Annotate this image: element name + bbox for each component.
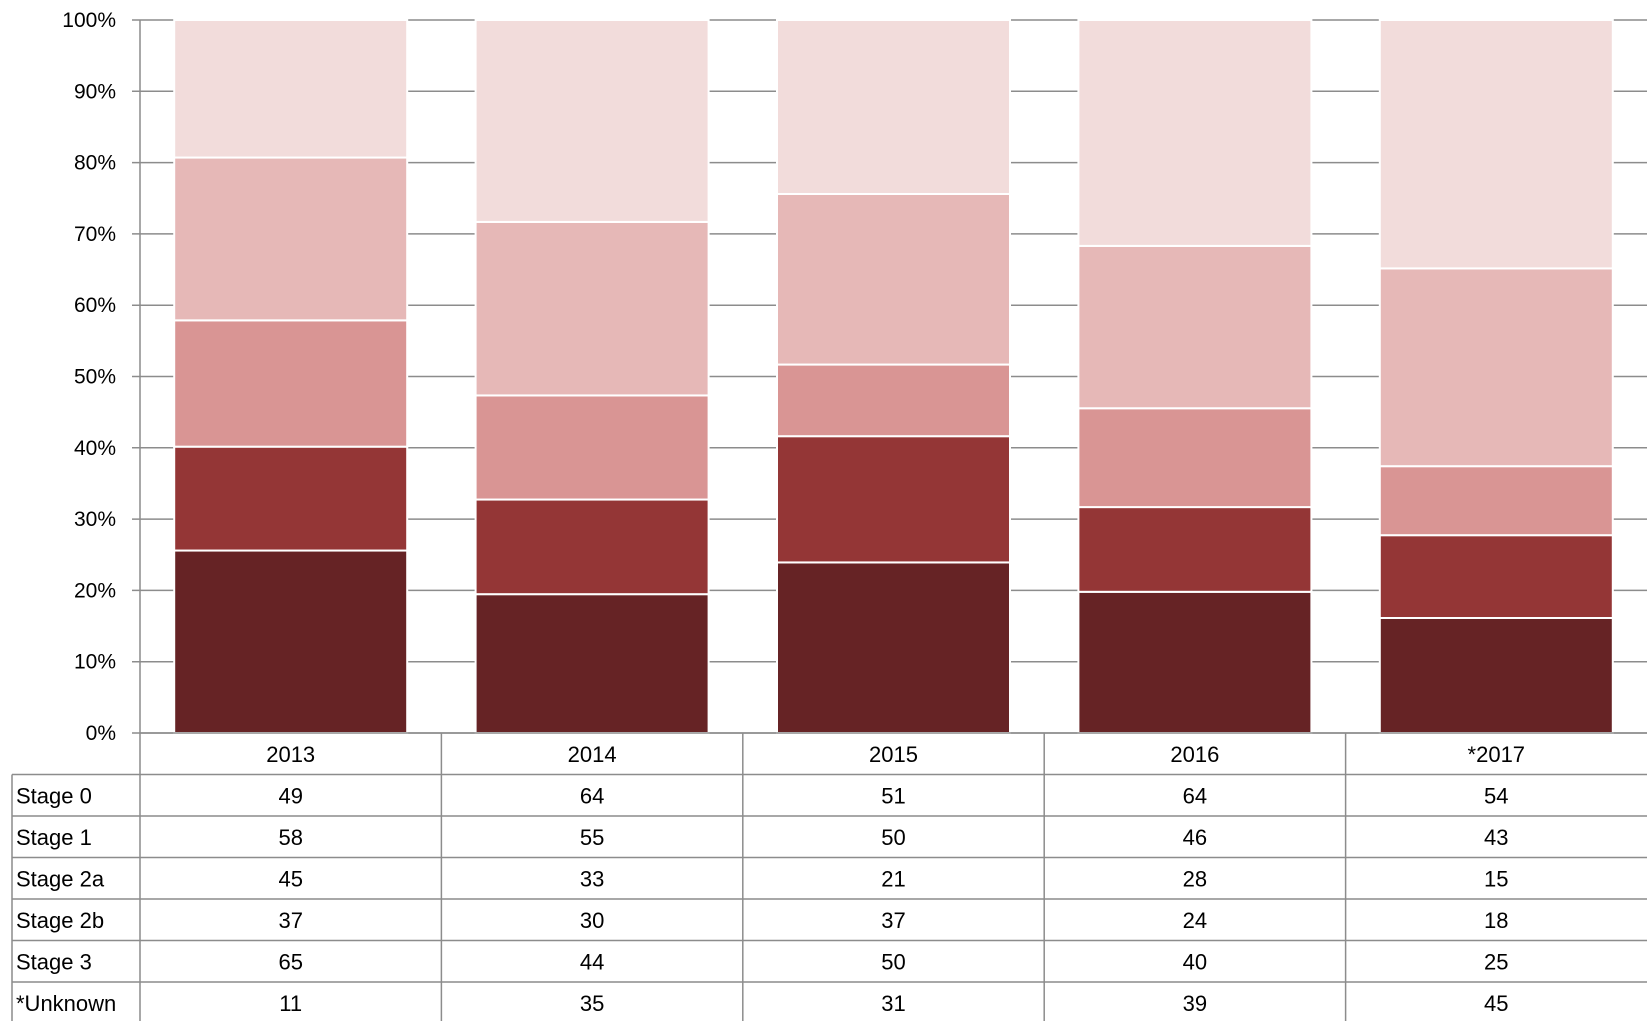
table-row-label: Stage 3 — [16, 949, 92, 974]
bar-segment — [1378, 617, 1614, 734]
table-cell: 37 — [881, 908, 905, 933]
table-cell: 43 — [1484, 825, 1508, 850]
table-cell: 54 — [1484, 783, 1508, 808]
table-cell: 64 — [1183, 783, 1207, 808]
bar-segment — [173, 19, 409, 159]
x-category-label: 2016 — [1170, 742, 1219, 767]
table-cell: 64 — [580, 783, 604, 808]
y-tick-label: 40% — [74, 437, 116, 460]
bar-segment — [474, 394, 710, 501]
y-tick-label: 100% — [62, 9, 116, 32]
bar-segment — [173, 445, 409, 552]
table-cell: 45 — [1484, 991, 1508, 1016]
table-row-label: Stage 1 — [16, 825, 92, 850]
table-cell: 65 — [278, 949, 302, 974]
table-cell: 33 — [580, 866, 604, 891]
table-cell: 55 — [580, 825, 604, 850]
table-cell: 49 — [278, 783, 302, 808]
bar-segment — [1378, 267, 1614, 468]
y-tick-label: 90% — [74, 80, 116, 103]
table-cell: 37 — [278, 908, 302, 933]
data-table: 2013 2014 2015 2016 *2017 Stage 0 49 64 51 64 54 St… — [11, 732, 1647, 1021]
y-tick-label: 50% — [74, 366, 116, 389]
table-cell: 50 — [881, 825, 905, 850]
table-cell: 51 — [881, 783, 905, 808]
table-cell: 46 — [1183, 825, 1207, 850]
bar-segment — [1378, 534, 1614, 620]
table-cell: 39 — [1183, 991, 1207, 1016]
bar-segment — [1077, 590, 1313, 735]
y-tick-label: 10% — [74, 651, 116, 674]
table-row-label: Stage 2a — [16, 866, 105, 891]
bar-segment — [474, 498, 710, 596]
table-row-label: Stage 2b — [16, 908, 104, 933]
table-cell: 50 — [881, 949, 905, 974]
bar-segment — [776, 561, 1011, 734]
table-cell: 58 — [278, 825, 302, 850]
bar-segment — [1378, 19, 1614, 270]
bar-segment — [1077, 506, 1313, 593]
table-cell: 35 — [580, 991, 604, 1016]
bar-segment — [776, 435, 1011, 564]
bar-segment — [1077, 407, 1313, 509]
y-tick-label: 20% — [74, 579, 116, 602]
bar-segment — [474, 19, 710, 223]
y-tick-label: 0% — [86, 722, 116, 745]
table-cell: 21 — [881, 866, 905, 891]
bar-segment — [1077, 19, 1313, 247]
table-cell: 24 — [1183, 908, 1207, 933]
y-axis: 0% 10% 20% 30% 40% 50% 60% 70% 80% 90% 100% — [62, 9, 141, 1021]
y-tick-label: 60% — [74, 294, 116, 317]
bar-segment — [173, 549, 409, 734]
x-category-label: 2014 — [568, 742, 617, 767]
x-category-label: *2017 — [1468, 742, 1526, 767]
bar-segment — [776, 19, 1011, 195]
table-cell: 25 — [1484, 949, 1508, 974]
bar-segment — [474, 220, 710, 397]
table-cell: 45 — [278, 866, 302, 891]
table-row-label: Stage 0 — [16, 783, 92, 808]
table-cell: 30 — [580, 908, 604, 933]
table-cell: 15 — [1484, 866, 1508, 891]
bar-segment — [1077, 244, 1313, 410]
table-cell: 18 — [1484, 908, 1508, 933]
y-tick-label: 30% — [74, 508, 116, 531]
x-category-label: 2015 — [869, 742, 918, 767]
table-cell: 11 — [279, 991, 302, 1016]
bar-segment — [173, 319, 409, 448]
bar-segment — [474, 593, 710, 735]
table-cell: 44 — [580, 949, 604, 974]
bar-segment — [173, 156, 409, 322]
table-cell: 31 — [881, 991, 905, 1016]
bar-segment — [776, 363, 1011, 438]
table-row-label: *Unknown — [16, 991, 116, 1016]
y-tick-label: 80% — [74, 152, 116, 175]
x-category-label: 2013 — [266, 742, 315, 767]
table-cell: 40 — [1183, 949, 1207, 974]
y-tick-label: 70% — [74, 223, 116, 246]
bar-segment — [776, 192, 1011, 366]
bar-segments — [173, 19, 1614, 735]
bar-segment — [1378, 465, 1614, 537]
table-cell: 28 — [1183, 866, 1207, 891]
